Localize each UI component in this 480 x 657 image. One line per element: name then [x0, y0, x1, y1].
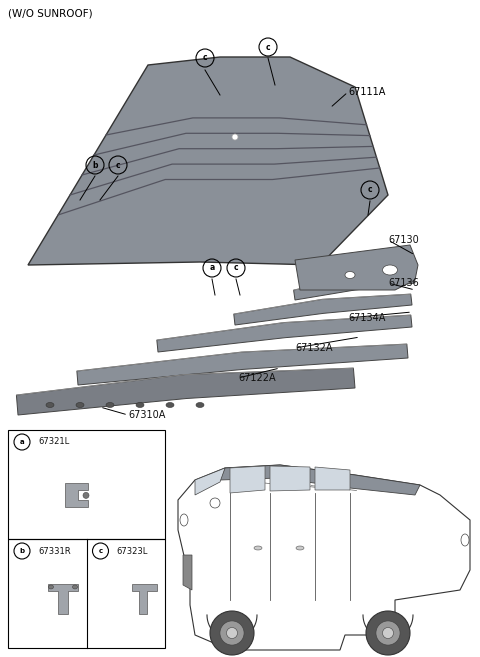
Text: 67310A: 67310A: [128, 410, 166, 420]
Polygon shape: [294, 273, 415, 300]
Text: c: c: [234, 263, 238, 273]
Ellipse shape: [196, 403, 204, 407]
Ellipse shape: [72, 585, 77, 589]
Text: 67136: 67136: [388, 278, 419, 288]
Ellipse shape: [383, 265, 397, 275]
Ellipse shape: [296, 546, 304, 550]
Polygon shape: [65, 484, 88, 507]
Ellipse shape: [48, 585, 53, 589]
Text: b: b: [19, 548, 24, 554]
Bar: [8, 430, 165, 539]
Text: 67130: 67130: [388, 235, 419, 245]
Polygon shape: [157, 315, 412, 352]
Polygon shape: [48, 584, 78, 614]
Circle shape: [220, 621, 244, 645]
Text: c: c: [266, 43, 270, 51]
Circle shape: [210, 498, 220, 508]
Text: 67111A: 67111A: [348, 87, 385, 97]
Circle shape: [376, 621, 400, 645]
Polygon shape: [270, 466, 310, 491]
Text: c: c: [116, 160, 120, 170]
Ellipse shape: [461, 534, 469, 546]
Polygon shape: [295, 245, 418, 290]
Text: 67132A: 67132A: [295, 343, 333, 353]
Polygon shape: [28, 57, 388, 265]
Ellipse shape: [46, 403, 54, 407]
Polygon shape: [315, 467, 350, 490]
Circle shape: [366, 611, 410, 655]
Polygon shape: [220, 465, 420, 495]
Circle shape: [383, 627, 394, 639]
Text: 67331R: 67331R: [38, 547, 71, 556]
Ellipse shape: [136, 403, 144, 407]
Polygon shape: [230, 466, 265, 493]
Text: (W/O SUNROOF): (W/O SUNROOF): [8, 8, 93, 18]
Circle shape: [227, 627, 238, 639]
Circle shape: [83, 492, 89, 499]
Polygon shape: [234, 294, 412, 325]
Text: 67134A: 67134A: [348, 313, 385, 323]
Ellipse shape: [254, 546, 262, 550]
Polygon shape: [132, 584, 156, 614]
Ellipse shape: [106, 403, 114, 407]
Text: c: c: [368, 185, 372, 194]
Bar: [8, 539, 165, 648]
Ellipse shape: [76, 403, 84, 407]
Text: c: c: [98, 548, 103, 554]
Ellipse shape: [345, 271, 355, 279]
Polygon shape: [178, 465, 470, 650]
Text: 67122A: 67122A: [238, 373, 276, 383]
Text: 67323L: 67323L: [117, 547, 148, 556]
Text: a: a: [20, 439, 24, 445]
Text: 67321L: 67321L: [38, 438, 69, 447]
Circle shape: [210, 611, 254, 655]
Polygon shape: [183, 555, 192, 590]
Text: a: a: [209, 263, 215, 273]
Text: c: c: [203, 53, 207, 62]
Ellipse shape: [180, 514, 188, 526]
Polygon shape: [77, 344, 408, 385]
Circle shape: [232, 134, 238, 140]
Text: b: b: [92, 160, 98, 170]
Polygon shape: [195, 468, 225, 495]
Polygon shape: [16, 368, 355, 415]
Ellipse shape: [166, 403, 174, 407]
